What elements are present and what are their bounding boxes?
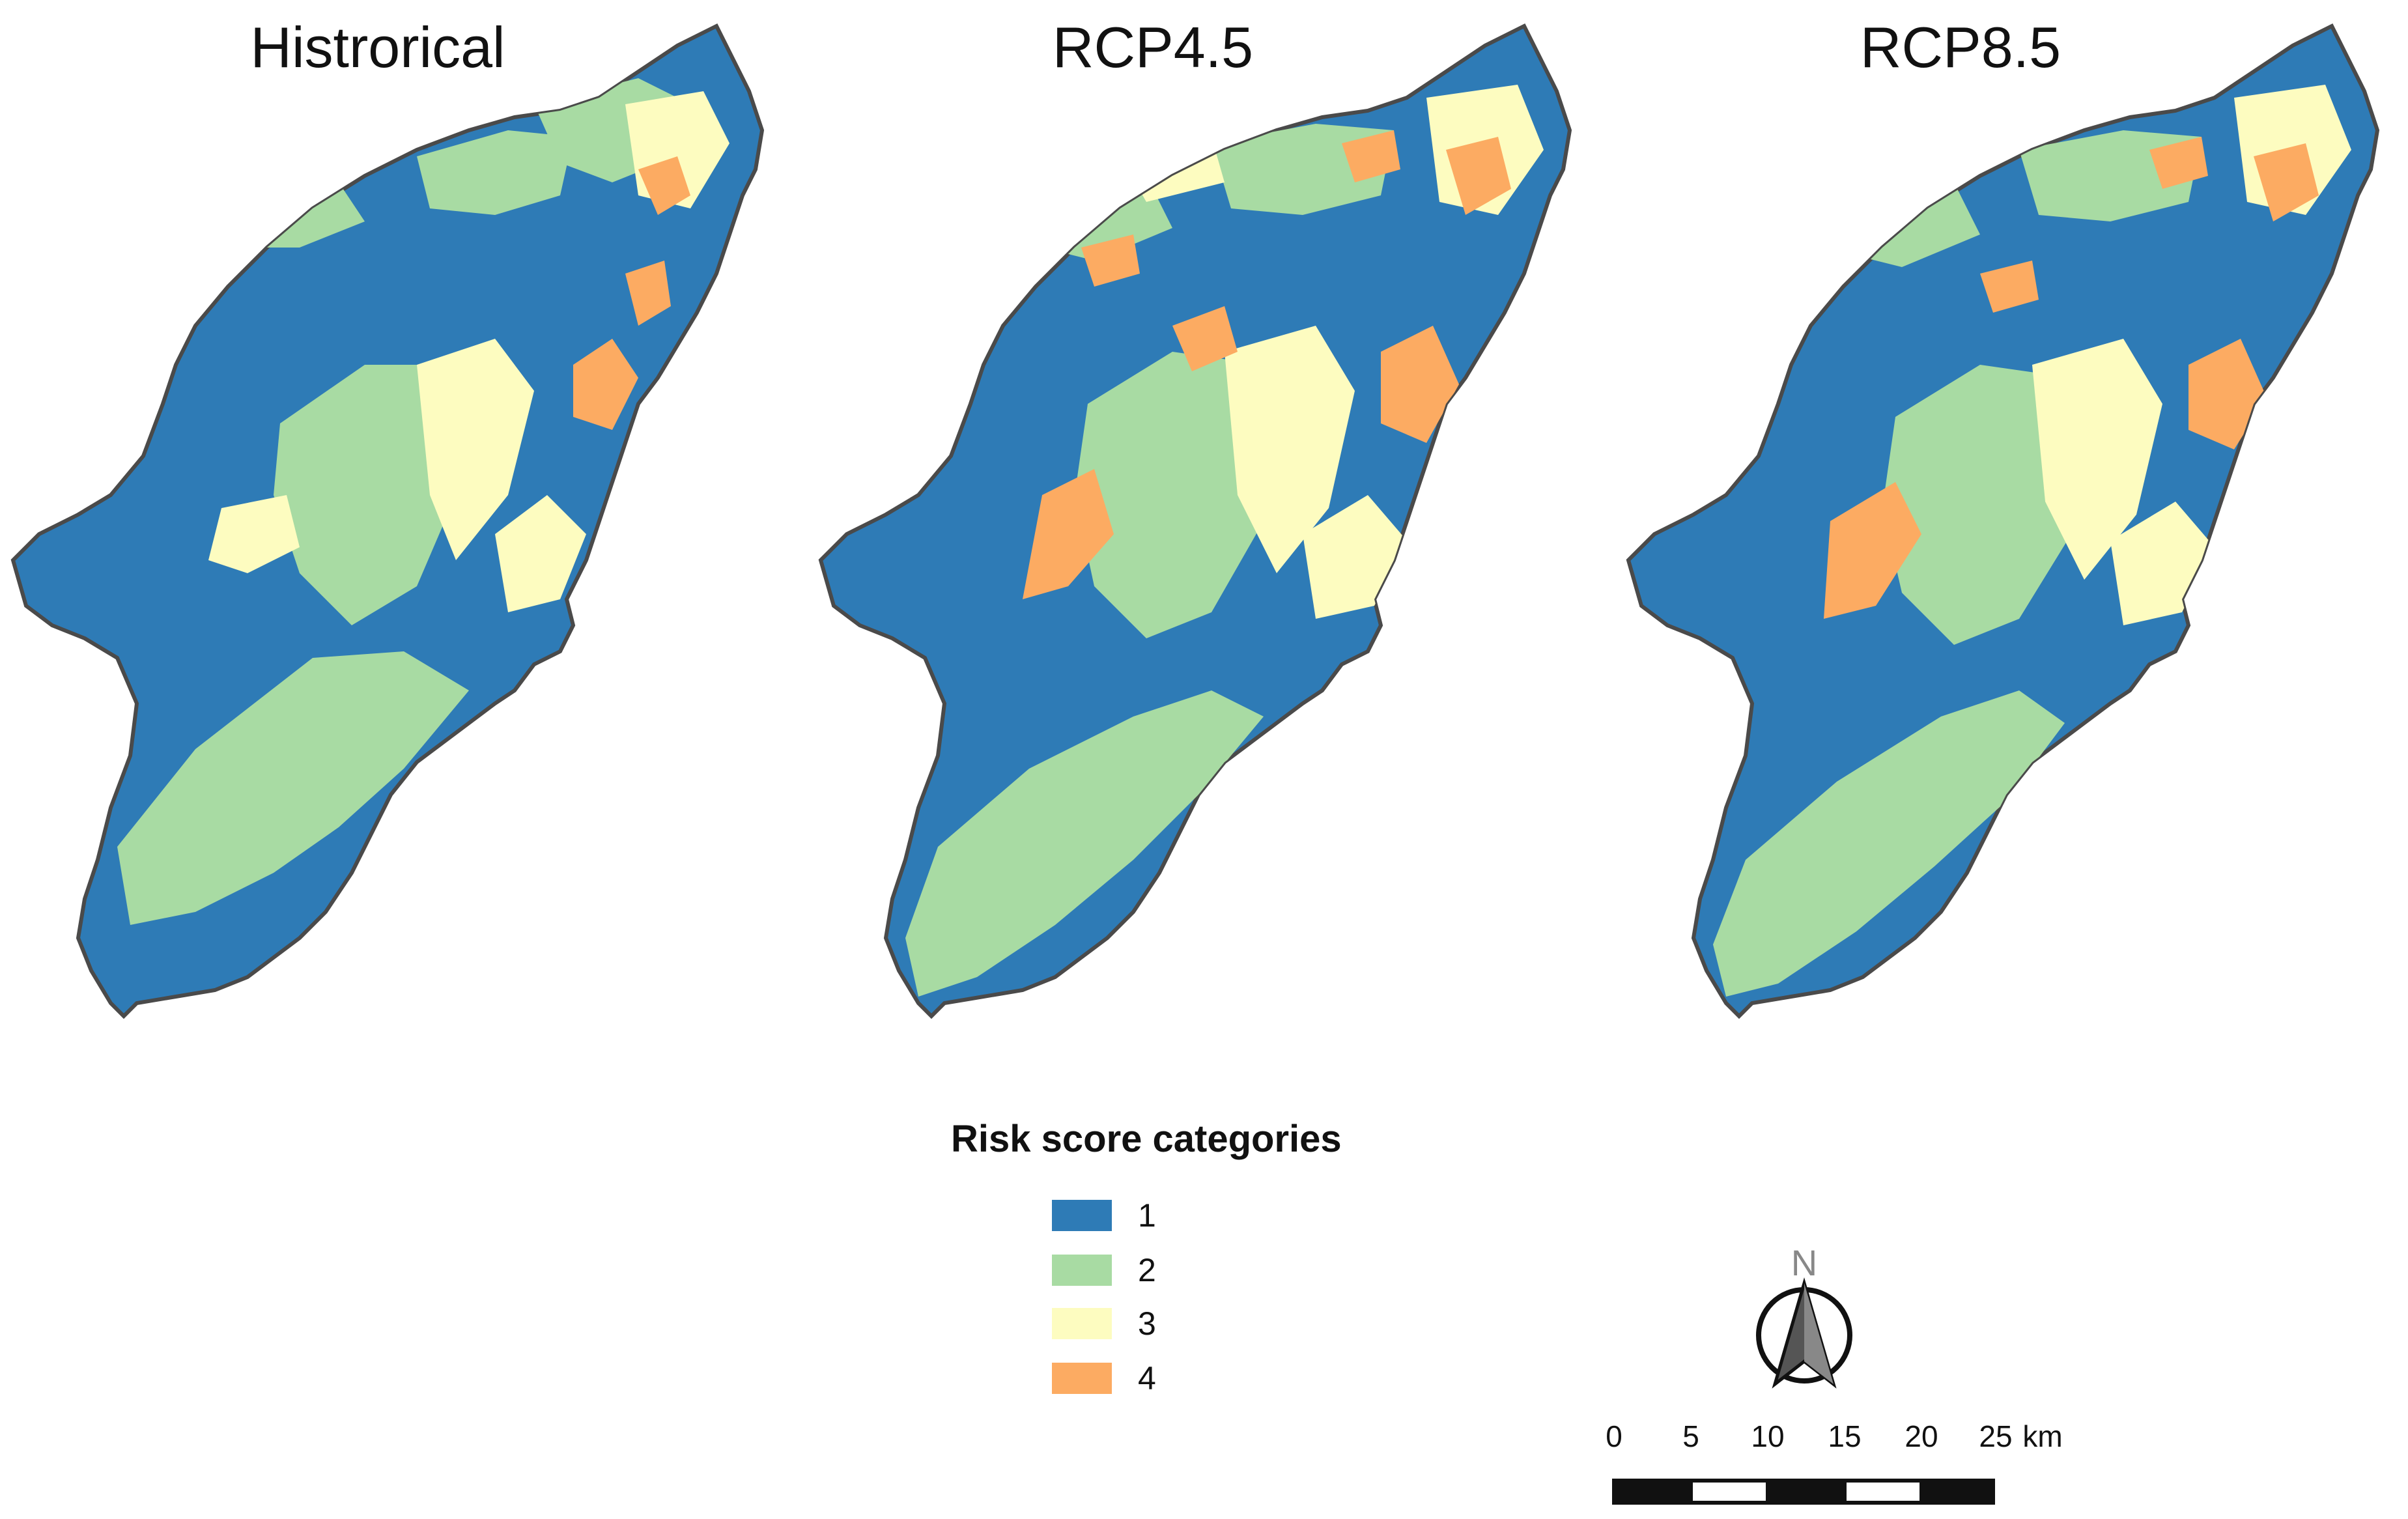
maps-area [0, 0, 2408, 1075]
legend-swatch-1 [1052, 1200, 1112, 1231]
scale-tick-25: 25 [1979, 1419, 2013, 1453]
scale-bar [1612, 1479, 1995, 1505]
north-label: N [1791, 1242, 1817, 1283]
scale-tick-15: 15 [1828, 1419, 1862, 1453]
legend-label-3: 3 [1138, 1305, 1156, 1342]
scale-tick-0: 0 [1606, 1419, 1622, 1453]
panel-title-rcp45: RCP4.5 [1052, 15, 1254, 79]
legend-item-2: 2 [1052, 1252, 1156, 1288]
legend-label-2: 2 [1138, 1252, 1156, 1288]
scale-tick-20: 20 [1905, 1419, 1938, 1453]
panel-title-rcp85: RCP8.5 [1860, 15, 2061, 79]
scale-tick-10: 10 [1751, 1419, 1785, 1453]
panel-title-historical: Histrorical [250, 15, 505, 79]
map-rcp45 [821, 26, 1570, 1016]
map-rcp85 [1628, 26, 2377, 1016]
legend-item-4: 4 [1052, 1360, 1156, 1397]
map-historical [13, 26, 762, 1016]
north-arrow-icon: N [1756, 1242, 1852, 1389]
legend-item-3: 3 [1052, 1305, 1156, 1342]
legend-title: Risk score categories [951, 1118, 1342, 1160]
legend-swatch-2 [1052, 1255, 1112, 1286]
scale-unit: km [2022, 1419, 2063, 1453]
legend-swatch-4 [1052, 1363, 1112, 1394]
legend-label-1: 1 [1138, 1197, 1156, 1234]
legend-label-4: 4 [1138, 1360, 1156, 1397]
legend-swatch-3 [1052, 1308, 1112, 1339]
legend-item-1: 1 [1052, 1197, 1156, 1234]
scale-tick-5: 5 [1682, 1419, 1699, 1453]
